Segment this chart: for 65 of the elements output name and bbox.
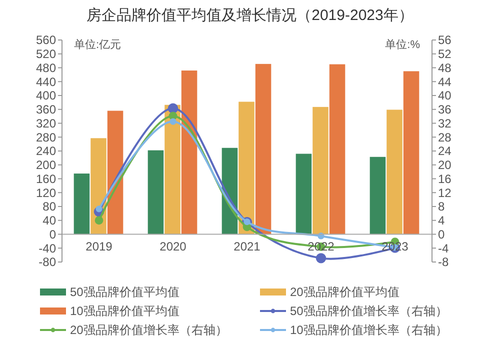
legend-label: 20强品牌价值平均值 [290, 285, 400, 300]
bar [74, 174, 90, 234]
y-tick-label: 80 [42, 200, 56, 214]
legend-label: 50强品牌价值增长率（右轴） [290, 304, 448, 318]
y-axis-title: 单位:亿元 [74, 38, 122, 51]
point [170, 118, 176, 125]
bar [329, 64, 346, 234]
x-tick-label: 2023 [382, 239, 409, 254]
y2-tick-label: 24 [438, 144, 452, 158]
bar [148, 150, 164, 234]
y2-tick-label: 4 [438, 214, 445, 228]
bar [312, 106, 328, 234]
y-tick-label: 0 [49, 227, 56, 242]
bar [238, 102, 254, 234]
x-tick-label: 2020 [160, 239, 187, 254]
chart-title: 房企品牌价值平均值及增长情况（2019-2023年） [86, 7, 414, 24]
y2-tick-label: 40 [438, 88, 452, 103]
y2-tick-label: 16 [438, 172, 452, 186]
y2-tick-label: 56 [438, 33, 452, 48]
legend-label: 50强品牌价值平均值 [70, 285, 180, 300]
point [168, 103, 178, 114]
point [316, 253, 326, 264]
x-tick-label: 2022 [308, 239, 335, 254]
y-tick-label: 120 [36, 186, 56, 200]
y-tick-label: 520 [36, 47, 56, 62]
bar [107, 110, 124, 234]
y-tick-label: -40 [38, 241, 56, 256]
point [94, 216, 104, 225]
y-tick-label: 400 [36, 88, 56, 103]
y2-axis-title: 单位:% [385, 38, 420, 51]
legend-label: 20强品牌价值增长率（右轴） [70, 323, 228, 338]
x-tick-label: 2021 [234, 239, 261, 254]
y2-tick-label: 36 [438, 102, 452, 117]
y2-tick-label: 12 [438, 186, 452, 200]
y-tick-label: 280 [36, 130, 56, 144]
y-tick-label: 360 [36, 102, 56, 117]
y-tick-label: 440 [36, 74, 56, 89]
y-tick-label: 320 [36, 116, 56, 130]
y2-tick-label: 52 [438, 47, 452, 62]
y2-tick-label: 8 [438, 200, 445, 214]
y-tick-label: 240 [36, 144, 56, 158]
y-tick-label: -80 [38, 255, 56, 270]
y-tick-label: 480 [36, 60, 56, 75]
bar [386, 110, 402, 234]
x-tick-label: 2019 [86, 239, 113, 254]
bar [181, 70, 198, 234]
bar [370, 156, 386, 234]
y2-tick-label: 44 [438, 74, 452, 89]
bar [255, 64, 272, 234]
bar [296, 154, 312, 234]
y-tick-label: 160 [36, 172, 56, 186]
legend-label: 10强品牌价值平均值 [70, 304, 180, 318]
y2-tick-label: -8 [438, 255, 449, 270]
y-tick-label: 200 [36, 158, 56, 172]
bar [403, 71, 420, 234]
y2-tick-label: 28 [438, 130, 452, 144]
legend-label: 10强品牌价值增长率（右轴） [290, 323, 448, 338]
y-tick-label: 560 [36, 33, 56, 48]
y2-tick-label: 0 [438, 227, 445, 242]
bar [164, 104, 180, 234]
y2-tick-label: -4 [438, 241, 449, 256]
y-tick-label: 40 [42, 214, 56, 228]
y2-tick-label: 20 [438, 158, 452, 172]
y2-tick-label: 32 [438, 116, 452, 130]
y2-tick-label: 48 [438, 60, 452, 75]
